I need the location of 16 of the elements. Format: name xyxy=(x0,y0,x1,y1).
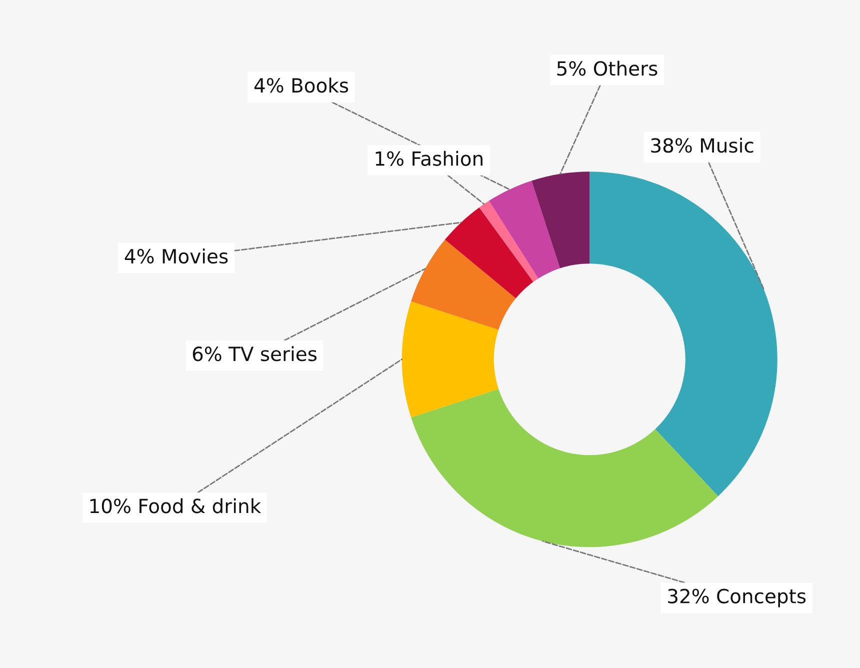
donut-slice xyxy=(402,301,499,418)
donut-slice xyxy=(479,200,538,282)
donut-slice xyxy=(488,180,560,278)
slice-label: 10% Food & drink xyxy=(90,498,262,514)
slice-label: 1% Fashion xyxy=(376,150,482,166)
slice-label: 4% Movies xyxy=(124,248,228,264)
slice-label: 6% TV series xyxy=(192,346,317,362)
slice-label: 4% Books xyxy=(254,78,348,93)
donut-slice xyxy=(411,388,718,548)
slice-label: 38% Music xyxy=(651,138,754,153)
donut-slice xyxy=(444,207,534,298)
donut-slice xyxy=(532,172,590,268)
slice-label: 5% Others xyxy=(557,60,658,76)
slice-label: 32% Concepts xyxy=(668,588,806,608)
donut-slice xyxy=(590,172,778,496)
donut-slice xyxy=(411,240,516,330)
